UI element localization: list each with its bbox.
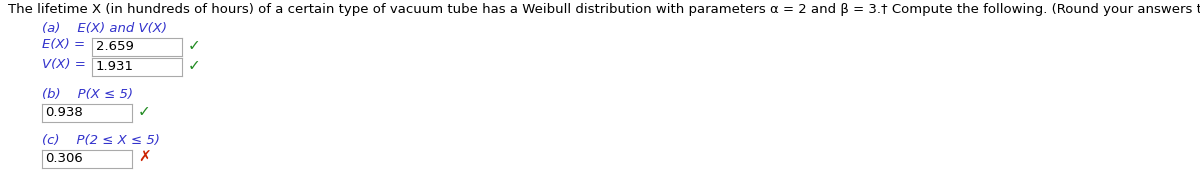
Text: 2.659: 2.659 xyxy=(96,41,133,53)
Text: ✓: ✓ xyxy=(138,104,151,119)
Text: ✓: ✓ xyxy=(188,38,200,53)
Text: (b)    P(X ≤ 5): (b) P(X ≤ 5) xyxy=(42,88,133,101)
Text: (c)    P(2 ≤ X ≤ 5): (c) P(2 ≤ X ≤ 5) xyxy=(42,134,160,147)
Text: 0.938: 0.938 xyxy=(46,106,83,120)
Text: ✓: ✓ xyxy=(188,58,200,73)
Text: (a)    E(X) and V(X): (a) E(X) and V(X) xyxy=(42,22,167,35)
Text: V(X) =: V(X) = xyxy=(42,58,90,71)
Text: 1.931: 1.931 xyxy=(96,60,133,74)
Text: 0.306: 0.306 xyxy=(46,152,83,166)
Text: The lifetime X (in hundreds of hours) of a certain type of vacuum tube has a Wei: The lifetime X (in hundreds of hours) of… xyxy=(8,3,1200,16)
Text: ✗: ✗ xyxy=(138,150,151,165)
Text: E(X) =: E(X) = xyxy=(42,38,89,51)
